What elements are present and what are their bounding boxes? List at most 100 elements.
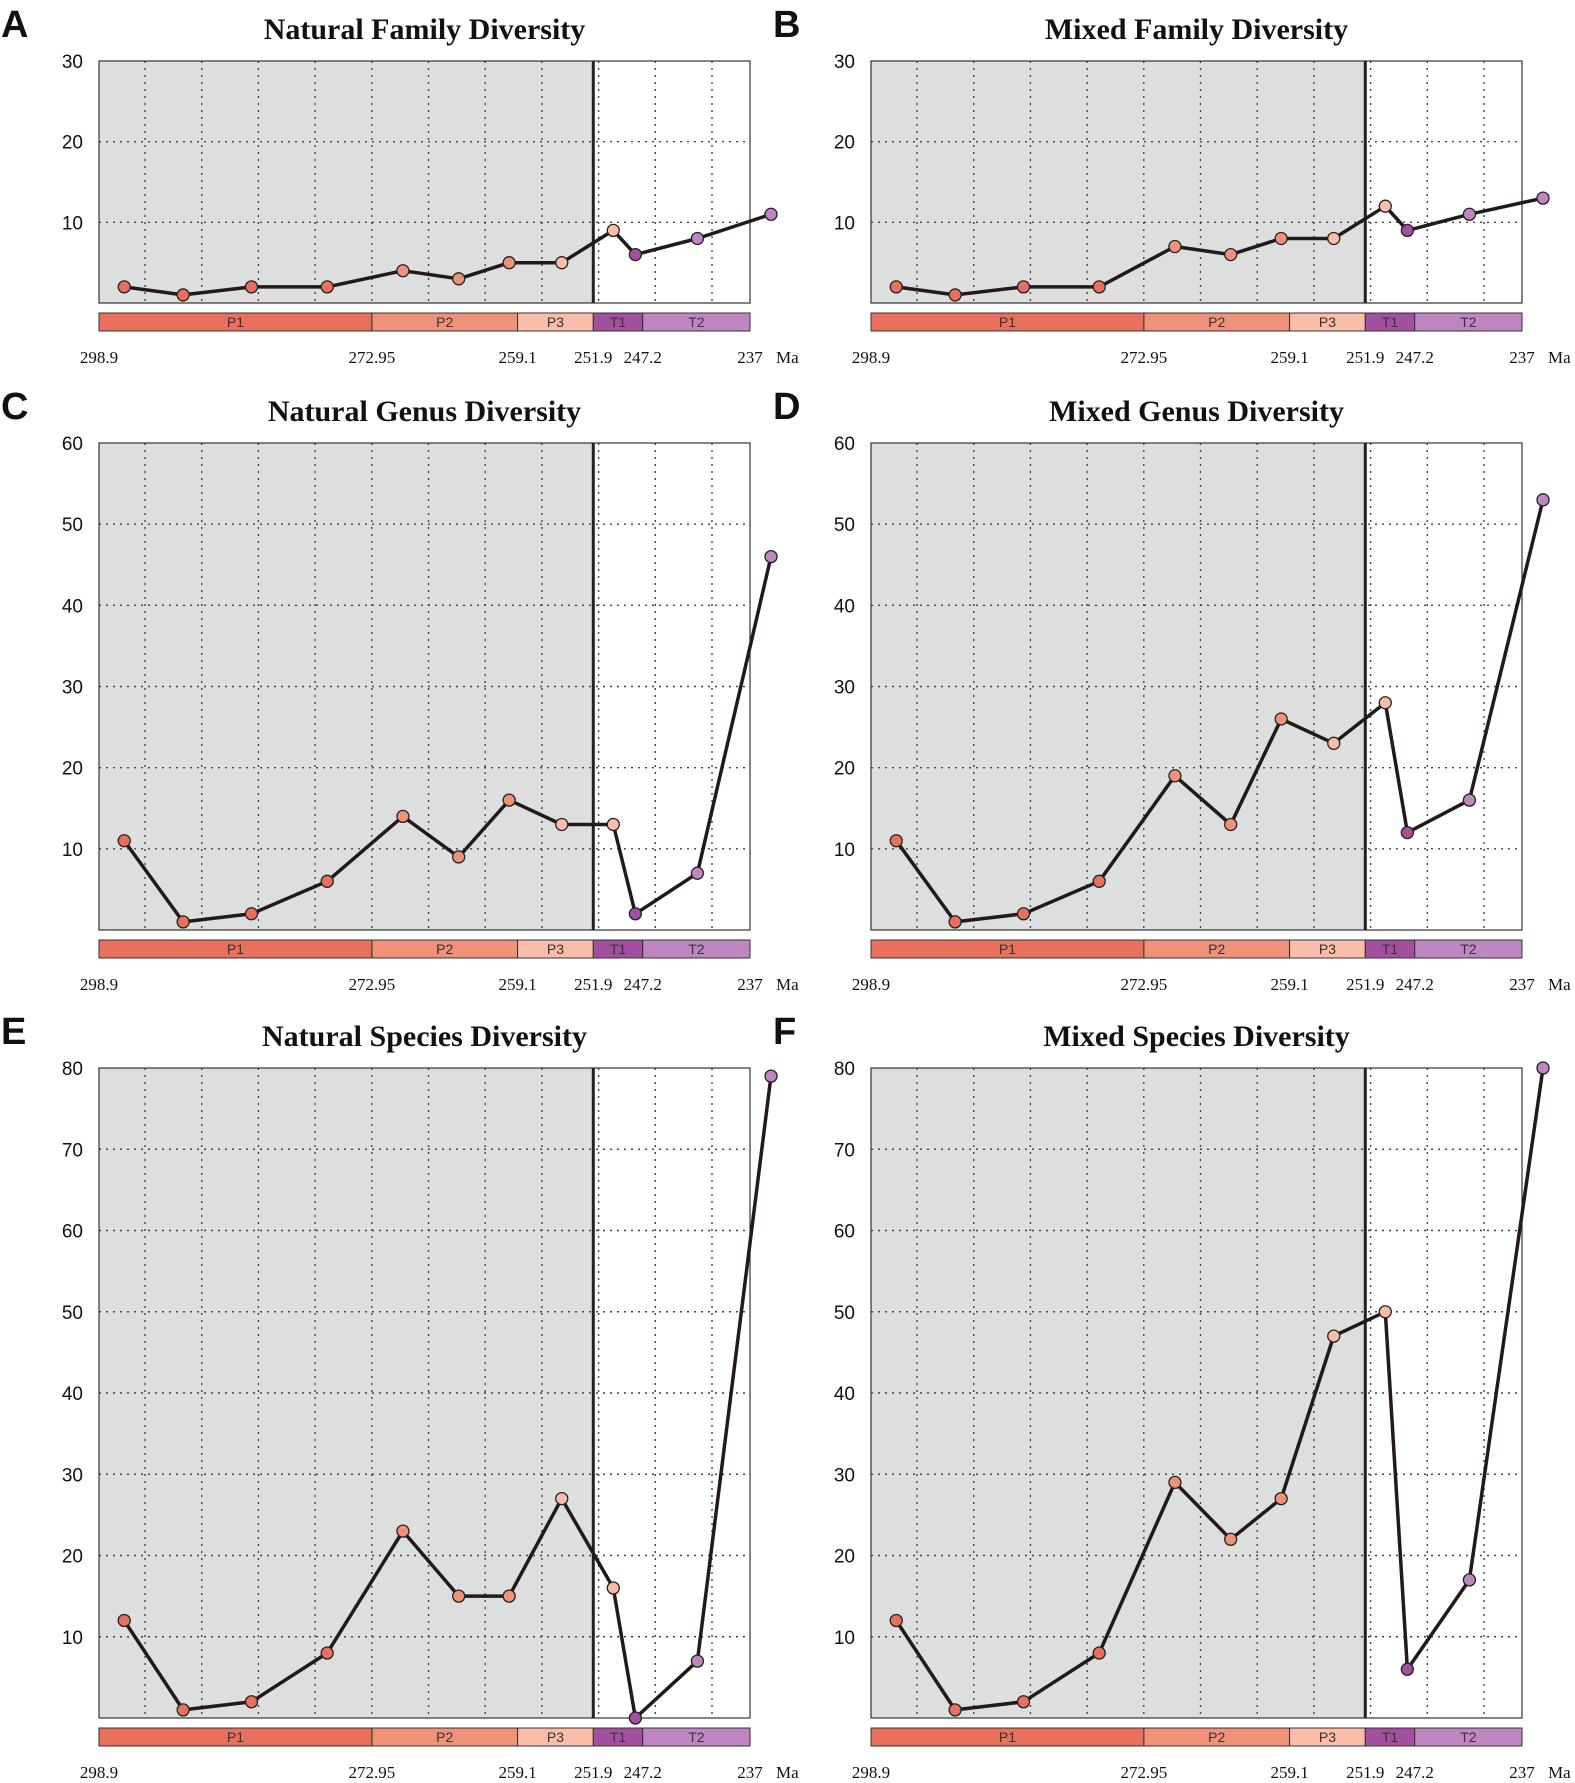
y-tick-label: 60 [834, 434, 855, 455]
period-label: P3 [1319, 314, 1336, 330]
y-tick-label: 60 [834, 1222, 855, 1243]
data-point [176, 1703, 190, 1717]
period-label: T2 [688, 314, 705, 330]
panel-title: Natural Genus Diversity [268, 395, 581, 428]
x-tick-label: 247.2 [1396, 348, 1434, 367]
triassic-background [1365, 61, 1522, 303]
panel-title: Natural Family Diversity [264, 13, 586, 46]
x-tick-label: 237 [737, 348, 763, 367]
permian-background [99, 1068, 594, 1718]
y-tick-label: 30 [834, 52, 855, 73]
data-point [1462, 1573, 1477, 1587]
series-line [122, 1075, 773, 1720]
data-point [1400, 825, 1415, 840]
y-tick-label: 50 [62, 515, 83, 536]
period-label: T1 [1382, 941, 1399, 957]
triassic-background [593, 443, 750, 930]
data-point [1274, 231, 1288, 246]
data-point [606, 223, 620, 238]
y-tick-label: 10 [62, 213, 83, 234]
x-tick-label: 247.2 [624, 348, 662, 367]
x-tick-label: 247.2 [624, 975, 662, 994]
data-point [244, 280, 259, 294]
period-label: T1 [610, 941, 627, 957]
y-tick-label: 40 [834, 1384, 855, 1405]
y-tick-label: 20 [834, 1547, 855, 1568]
period-label: P3 [1319, 1729, 1336, 1745]
period-label: T2 [688, 1729, 705, 1745]
y-tick-label: 60 [62, 1222, 83, 1243]
y-tick-label: 20 [834, 133, 855, 154]
data-point [1536, 493, 1550, 507]
x-tick-label: 251.9 [1346, 348, 1384, 367]
x-tick-label: 259.1 [498, 1763, 536, 1782]
y-tick-label: 80 [834, 1059, 855, 1080]
data-point [555, 1491, 569, 1506]
data-point [244, 1695, 259, 1709]
panel-title: Natural Species Diversity [262, 1020, 587, 1053]
x-unit-label: Ma [776, 975, 799, 994]
data-point [452, 272, 466, 286]
panel-letter: C [1, 386, 28, 428]
data-point [555, 817, 569, 832]
x-unit-label: Ma [1548, 1763, 1571, 1782]
y-tick-label: 30 [62, 52, 83, 73]
data-point [1092, 874, 1106, 888]
data-point [889, 1613, 903, 1628]
data-point [1274, 712, 1288, 726]
x-tick-label: 259.1 [1270, 348, 1308, 367]
series-line [894, 499, 1545, 924]
x-tick-label: 247.2 [1396, 975, 1434, 994]
x-tick-label: 298.9 [80, 1763, 118, 1782]
period-bar-t2 [642, 1727, 751, 1747]
data-point [1016, 1695, 1031, 1709]
x-tick-label: 237 [737, 975, 763, 994]
x-unit-label: Ma [776, 1763, 799, 1782]
y-tick-label: 70 [834, 1140, 855, 1161]
data-point [452, 850, 466, 864]
y-tick-label: 60 [62, 434, 83, 455]
x-tick-label: 298.9 [852, 1763, 890, 1782]
x-tick-label: 298.9 [852, 975, 890, 994]
period-label: P2 [436, 314, 453, 330]
y-tick-label: 20 [62, 133, 83, 154]
panel-c: 10 20 30 40 50 60 P1 P2 P3 T1 T2 298.9 272.95 259.1 25… [1, 386, 799, 994]
data-point [948, 915, 962, 929]
data-point [555, 256, 569, 270]
triassic-background [593, 61, 750, 303]
data-point [889, 280, 903, 294]
x-tick-label: 251.9 [1346, 1763, 1384, 1782]
data-point [1092, 280, 1106, 294]
period-label: P2 [1208, 314, 1225, 330]
data-point [1327, 736, 1341, 750]
x-tick-label: 247.2 [624, 1763, 662, 1782]
period-bar-t2 [1414, 1727, 1523, 1747]
x-tick-label: 237 [1509, 1763, 1535, 1782]
panel-letter: F [773, 1011, 796, 1053]
data-point [1168, 769, 1182, 783]
data-point [1462, 207, 1477, 221]
panel-title: Mixed Family Diversity [1045, 13, 1348, 46]
y-tick-label: 10 [62, 840, 83, 861]
data-point [117, 1613, 131, 1628]
data-point [320, 874, 334, 888]
x-tick-label: 298.9 [80, 975, 118, 994]
data-point [396, 809, 410, 824]
x-unit-label: Ma [776, 348, 799, 367]
data-point [320, 1646, 334, 1660]
data-point [1168, 1475, 1182, 1490]
y-tick-label: 20 [62, 1547, 83, 1568]
period-label: T2 [1460, 314, 1477, 330]
panel-title: Mixed Genus Diversity [1049, 395, 1344, 428]
x-tick-label: 237 [1509, 348, 1535, 367]
data-point [628, 247, 643, 262]
data-point [1327, 231, 1341, 246]
period-label: P2 [1208, 941, 1225, 957]
x-tick-label: 272.95 [1121, 348, 1168, 367]
y-tick-label: 20 [62, 759, 83, 780]
x-unit-label: Ma [1548, 975, 1571, 994]
data-point [502, 793, 516, 807]
period-label: P1 [999, 1729, 1016, 1745]
period-label: P3 [547, 941, 564, 957]
data-point [452, 1589, 466, 1603]
